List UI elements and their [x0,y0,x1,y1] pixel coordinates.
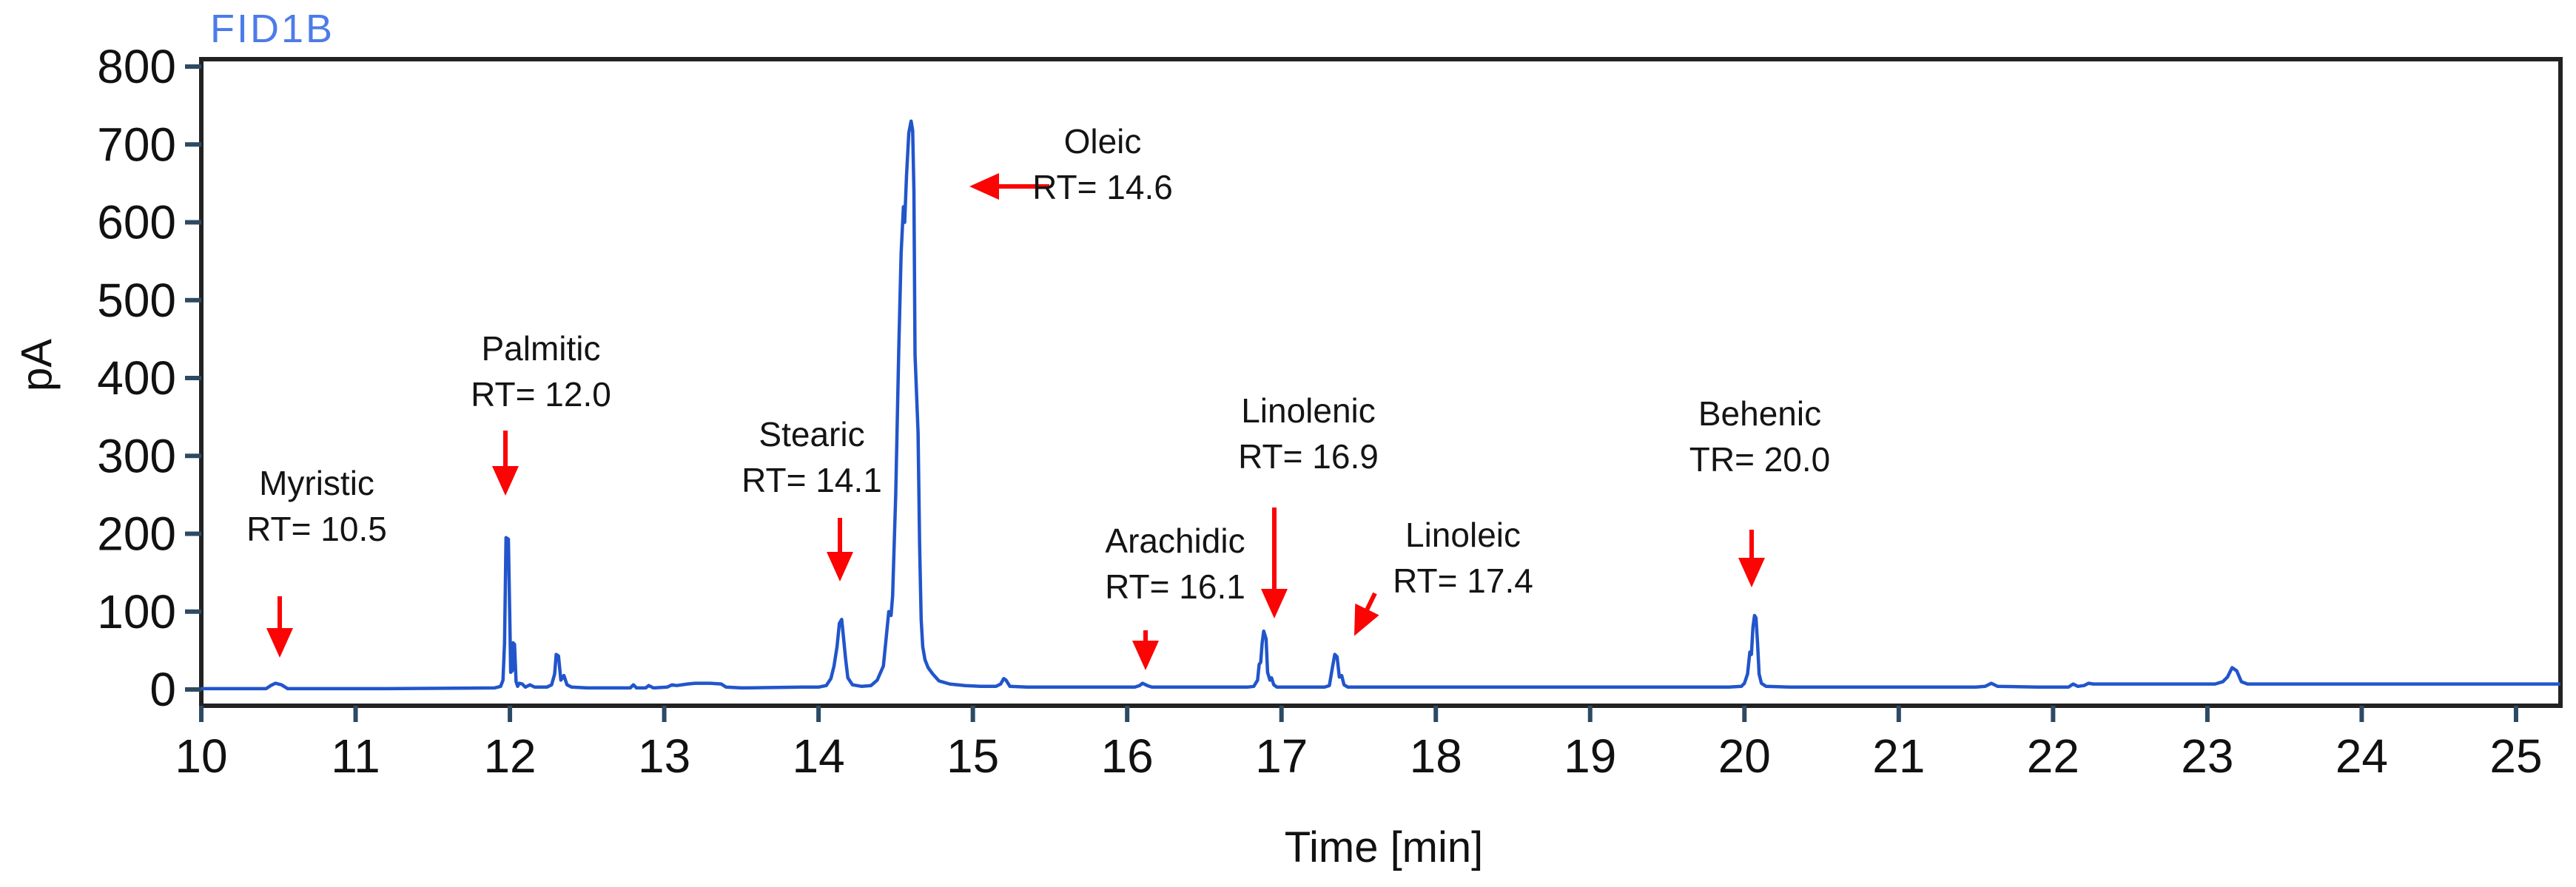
axis-tick-labels: 10 11 12 13 14 15 16 17 18 19 20 21 22 23 24 25 0 100 200 3… [97,40,2542,783]
y-axis-title: pA [13,339,61,391]
y-tick-label: 700 [97,118,176,171]
detector-label: FID1B [210,7,335,51]
plot-frame [199,57,2563,708]
peak-name: Linoleic [1405,516,1521,554]
detector-signal-line [201,119,2560,691]
myristic-peak-label: Myristic RT= 10.5 [95,460,539,552]
y-tick-label: 500 [97,274,176,327]
peak-rt: RT= 16.1 [1105,567,1245,606]
x-tick-label: 20 [1718,729,1771,783]
y-tick-label: 200 [97,507,176,561]
x-tick-label: 17 [1255,729,1308,783]
peak-name: Arachidic [1105,522,1245,560]
behenic-peak-label: Behenic TR= 20.0 [1538,391,1982,482]
peak-arrows [266,173,1765,670]
peak-rt: RT= 16.9 [1238,437,1379,476]
linoleic-peak-label: Linoleic RT= 17.4 [1241,512,1685,604]
peak-rt: TR= 20.0 [1689,440,1831,479]
x-tick-label: 19 [1564,729,1616,783]
peak-rt: RT= 12.0 [471,375,611,414]
x-tick-label: 25 [2489,729,2542,783]
peak-name: Myristic [259,464,374,502]
x-tick-label: 24 [2335,729,2388,783]
peak-rt: RT= 14.1 [741,461,882,499]
y-tick-label: 600 [97,196,176,249]
y-tick-label: 800 [97,40,176,93]
x-tick-label: 21 [1872,729,1925,783]
arachidic-peak-label: Arachidic RT= 16.1 [953,518,1397,610]
peak-rt: RT= 10.5 [246,510,387,548]
axis-ticks [185,64,2518,722]
x-tick-label: 23 [2181,729,2233,783]
peak-name: Linolenic [1241,391,1376,430]
signal-trace [201,119,2560,691]
oleic-peak-label: Oleic RT= 14.6 [881,118,1325,210]
peak-name: Oleic [1063,122,1142,161]
linoleic-peak-arrow [1353,592,1379,636]
x-tick-label: 22 [2027,729,2079,783]
x-tick-label: 11 [331,729,380,783]
peak-name: Palmitic [481,329,601,368]
y-tick-label: 300 [97,429,176,482]
x-tick-label: 14 [793,729,845,783]
x-tick-label: 13 [638,729,690,783]
stearic-peak-label: Stearic RT= 14.1 [590,411,1034,503]
x-tick-label: 18 [1410,729,1462,783]
linolenic-peak-label: Linolenic RT= 16.9 [1086,388,1530,479]
peak-rt: RT= 14.6 [1032,168,1173,206]
y-tick-label: 0 [149,663,176,716]
y-tick-label: 400 [97,351,176,405]
x-tick-label: 15 [946,729,999,783]
x-tick-label: 16 [1101,729,1154,783]
peak-rt: RT= 17.4 [1393,561,1533,600]
x-tick-label: 12 [483,729,536,783]
y-tick-label: 100 [97,585,176,638]
peak-name: Behenic [1698,394,1822,433]
x-axis-title: Time [min] [1284,823,1484,871]
palmitic-peak-label: Palmitic RT= 12.0 [319,326,763,417]
peak-name: Stearic [759,415,865,453]
x-tick-label: 10 [175,729,227,783]
